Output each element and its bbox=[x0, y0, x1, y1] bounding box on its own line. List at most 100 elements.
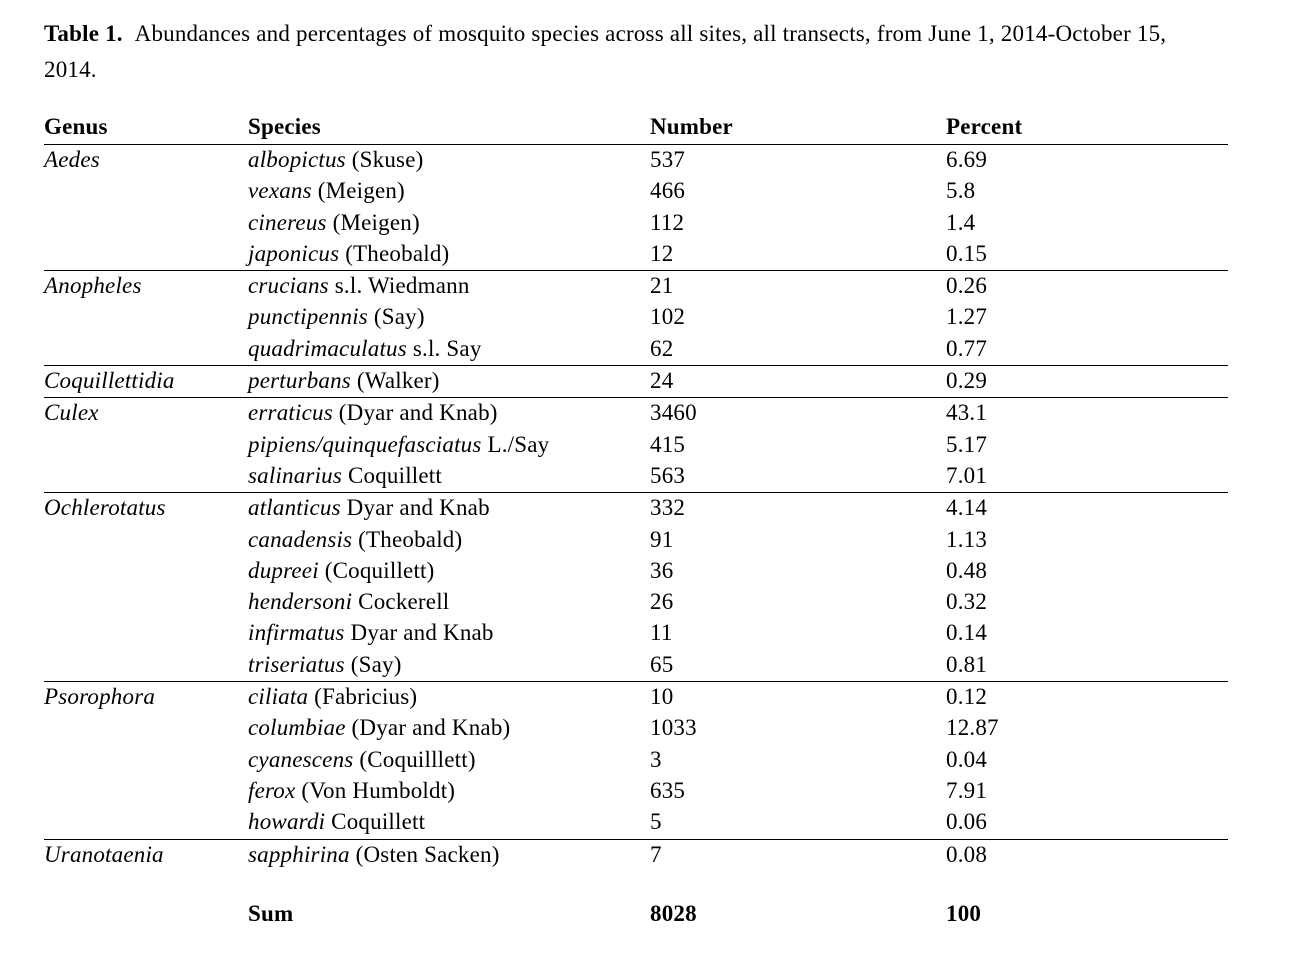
species-name: cyanescens bbox=[248, 746, 354, 772]
species-name: vexans bbox=[248, 178, 312, 204]
header-species: Species bbox=[248, 114, 321, 139]
species-authority: (Dyar and Knab) bbox=[345, 715, 511, 741]
number-cell: 24 bbox=[650, 368, 674, 394]
table-row: triseriatus (Say) 65 0.81 bbox=[44, 650, 1228, 681]
genus-name: Ochlerotatus bbox=[44, 495, 166, 521]
table-row: columbiae (Dyar and Knab) 1033 12.87 bbox=[44, 713, 1228, 744]
percent-cell: 7.91 bbox=[946, 777, 988, 803]
species-name: punctipennis bbox=[248, 304, 368, 330]
species-name: dupreei bbox=[248, 557, 319, 583]
number-cell: 5 bbox=[650, 809, 662, 835]
table-row: pipiens/quinquefasciatus L./Say 415 5.17 bbox=[44, 430, 1228, 461]
percent-cell: 0.26 bbox=[946, 273, 988, 299]
table-row: albopictus (Skuse) 537 6.69 bbox=[44, 145, 1228, 176]
species-authority: (Theobald) bbox=[339, 240, 450, 266]
percent-cell: 0.32 bbox=[946, 589, 988, 615]
percent-cell: 0.04 bbox=[946, 746, 988, 772]
percent-cell: 0.81 bbox=[946, 651, 988, 677]
species-cell: cinereus (Meigen) bbox=[248, 210, 420, 236]
genus-name: Coquillettidia bbox=[44, 368, 175, 394]
species-authority: s.l. Say bbox=[406, 335, 482, 361]
number-cell: 415 bbox=[650, 431, 686, 457]
species-name: ferox bbox=[248, 777, 296, 803]
species-authority: (Dyar and Knab) bbox=[332, 400, 498, 426]
species-authority: (Say) bbox=[367, 304, 425, 330]
number-cell: 26 bbox=[650, 589, 674, 615]
species-cell: quadrimaculatus s.l. Say bbox=[248, 336, 482, 362]
species-cell: punctipennis (Say) bbox=[248, 304, 425, 330]
sum-number: 8028 bbox=[650, 900, 697, 926]
table-row: sapphirina (Osten Sacken) 7 0.08 bbox=[44, 840, 1228, 871]
genus-group: Coquillettidia perturbans (Walker) 24 0.29 bbox=[44, 366, 1228, 399]
species-authority: s.l. Wiedmann bbox=[328, 273, 470, 299]
species-authority: (Say) bbox=[344, 651, 402, 677]
species-name: crucians bbox=[248, 273, 329, 299]
species-authority: Dyar and Knab bbox=[344, 620, 494, 646]
species-name: infirmatus bbox=[248, 620, 345, 646]
percent-cell: 0.15 bbox=[946, 240, 988, 266]
species-authority: (Meigen) bbox=[326, 209, 420, 235]
species-cell: perturbans (Walker) bbox=[248, 368, 440, 394]
sum-row: Sum 8028 100 bbox=[44, 901, 1228, 931]
species-authority: (Osten Sacken) bbox=[349, 841, 500, 867]
species-cell: erraticus (Dyar and Knab) bbox=[248, 400, 498, 426]
table-row: howardi Coquillett 5 0.06 bbox=[44, 807, 1228, 838]
percent-cell: 0.48 bbox=[946, 557, 988, 583]
number-cell: 7 bbox=[650, 841, 662, 867]
percent-cell: 7.01 bbox=[946, 462, 988, 488]
species-name: quadrimaculatus bbox=[248, 335, 407, 361]
species-cell: dupreei (Coquillett) bbox=[248, 558, 434, 584]
caption-text: Abundances and percentages of mosquito s… bbox=[44, 21, 1167, 82]
table-row: japonicus (Theobald) 12 0.15 bbox=[44, 239, 1228, 270]
number-cell: 537 bbox=[650, 147, 686, 172]
table-row: punctipennis (Say) 102 1.27 bbox=[44, 302, 1228, 333]
species-name: perturbans bbox=[248, 368, 351, 394]
species-cell: ferox (Von Humboldt) bbox=[248, 778, 455, 804]
genus-name: Psorophora bbox=[44, 684, 156, 710]
percent-cell: 0.14 bbox=[946, 620, 988, 646]
species-authority: (Fabricius) bbox=[308, 684, 418, 710]
number-cell: 635 bbox=[650, 777, 686, 803]
species-name: japonicus bbox=[248, 240, 340, 266]
species-authority: (Walker) bbox=[350, 368, 440, 394]
percent-cell: 12.87 bbox=[946, 715, 999, 741]
table-row: infirmatus Dyar and Knab 11 0.14 bbox=[44, 618, 1228, 649]
species-cell: salinarius Coquillett bbox=[248, 463, 442, 489]
table-row: dupreei (Coquillett) 36 0.48 bbox=[44, 556, 1228, 587]
number-cell: 3 bbox=[650, 746, 662, 772]
species-authority: (Von Humboldt) bbox=[295, 777, 456, 803]
genus-group: Psorophora ciliata (Fabricius) 10 0.12 colum… bbox=[44, 682, 1228, 840]
number-cell: 91 bbox=[650, 526, 674, 552]
number-cell: 332 bbox=[650, 495, 686, 521]
species-cell: sapphirina (Osten Sacken) bbox=[248, 842, 500, 868]
table-row: erraticus (Dyar and Knab) 3460 43.1 bbox=[44, 398, 1228, 429]
header-genus: Genus bbox=[44, 114, 108, 139]
table-row: cyanescens (Coquilllett) 3 0.04 bbox=[44, 745, 1228, 776]
percent-cell: 0.12 bbox=[946, 684, 988, 710]
percent-cell: 0.08 bbox=[946, 841, 988, 867]
header-percent: Percent bbox=[946, 114, 1023, 139]
species-name: pipiens/quinquefasciatus bbox=[248, 431, 482, 457]
species-cell: howardi Coquillett bbox=[248, 809, 425, 835]
percent-cell: 5.17 bbox=[946, 431, 988, 457]
species-cell: hendersoni Cockerell bbox=[248, 589, 449, 615]
genus-name: Uranotaenia bbox=[44, 841, 164, 867]
species-name: cinereus bbox=[248, 209, 327, 235]
species-authority: Coquillett bbox=[325, 809, 426, 835]
percent-cell: 1.27 bbox=[946, 304, 988, 330]
species-cell: canadensis (Theobald) bbox=[248, 527, 462, 553]
table-row: atlanticus Dyar and Knab 332 4.14 bbox=[44, 493, 1228, 524]
number-cell: 1033 bbox=[650, 715, 697, 741]
species-authority: (Skuse) bbox=[345, 147, 424, 172]
number-cell: 10 bbox=[650, 684, 674, 710]
species-name: albopictus bbox=[248, 147, 346, 172]
table-body: Aedes albopictus (Skuse) 537 6.69 vexans (Me… bbox=[44, 145, 1228, 871]
sum-label: Sum bbox=[248, 900, 294, 926]
number-cell: 62 bbox=[650, 335, 674, 361]
percent-cell: 1.4 bbox=[946, 209, 976, 235]
species-authority: (Meigen) bbox=[311, 178, 405, 204]
species-cell: vexans (Meigen) bbox=[248, 178, 405, 204]
species-authority: (Theobald) bbox=[352, 526, 463, 552]
number-cell: 11 bbox=[650, 620, 673, 646]
species-cell: ciliata (Fabricius) bbox=[248, 684, 417, 710]
